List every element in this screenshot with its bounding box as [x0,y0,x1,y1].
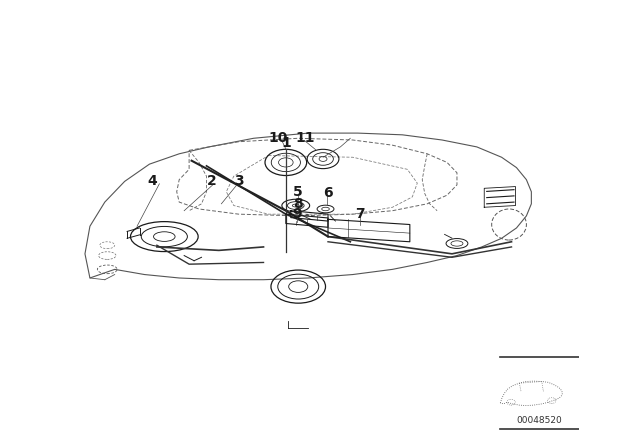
Text: 9: 9 [292,207,301,221]
Text: 3: 3 [234,174,244,189]
Text: 7: 7 [355,207,365,221]
Text: 1: 1 [281,137,291,151]
Text: 4: 4 [147,174,157,189]
Text: 00048520: 00048520 [516,416,562,425]
Text: 8: 8 [293,197,303,211]
Text: 6: 6 [323,186,333,200]
Text: 5: 5 [293,185,303,199]
Text: 2: 2 [207,174,216,189]
Text: 10: 10 [269,131,288,145]
Text: 11: 11 [296,131,316,145]
